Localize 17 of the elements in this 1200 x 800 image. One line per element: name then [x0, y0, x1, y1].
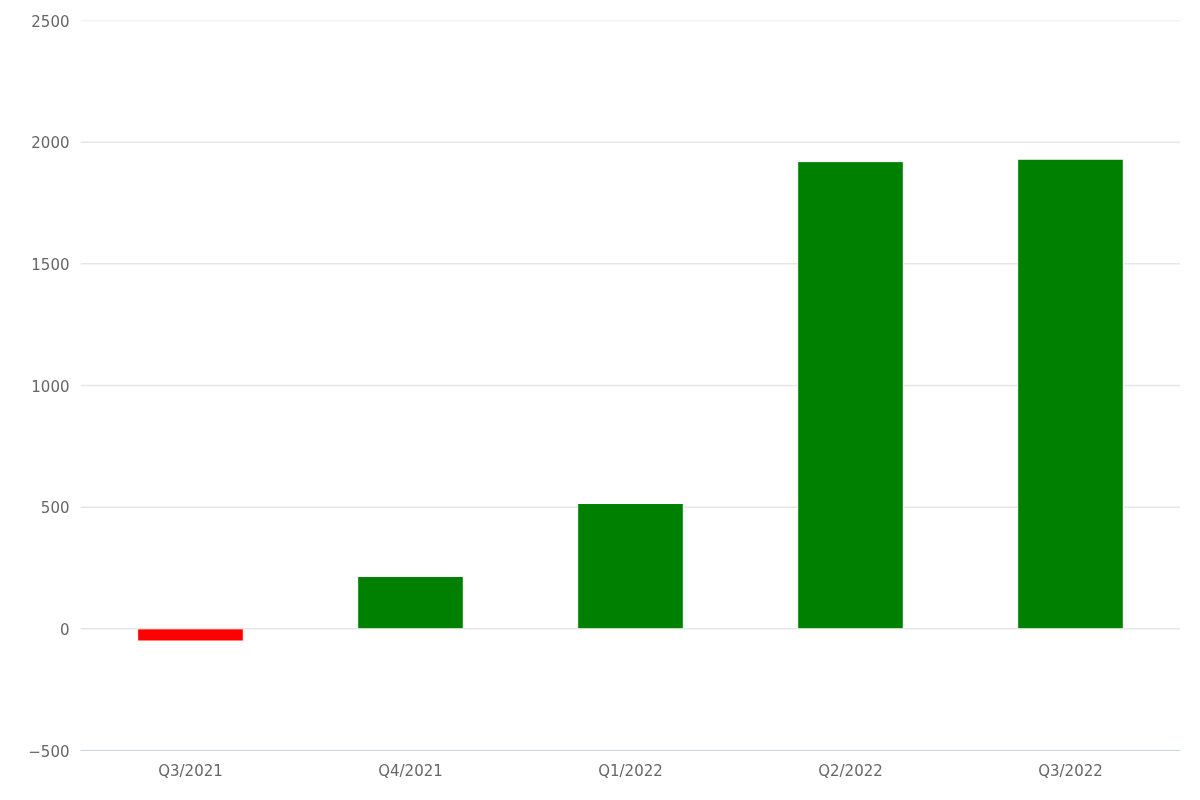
x-tick-label: Q1/2022 — [598, 761, 663, 780]
y-tick-label: 0 — [59, 620, 70, 639]
bar — [1017, 158, 1124, 630]
bar — [357, 576, 464, 630]
x-tick-label: Q3/2022 — [1038, 761, 1103, 780]
y-tick-label: 1500 — [31, 255, 70, 274]
y-tick-label: 500 — [40, 499, 70, 518]
y-tick-label: 2500 — [31, 12, 70, 31]
x-tick-label: Q2/2022 — [818, 761, 883, 780]
bar — [577, 503, 684, 630]
y-tick-label: −500 — [28, 742, 70, 761]
bar — [797, 161, 904, 630]
x-tick-label: Q3/2021 — [158, 761, 223, 780]
bar — [137, 628, 244, 642]
x-tick-label: Q4/2021 — [378, 761, 443, 780]
y-tick-label: 1000 — [31, 377, 70, 396]
y-tick-label: 2000 — [31, 134, 70, 153]
